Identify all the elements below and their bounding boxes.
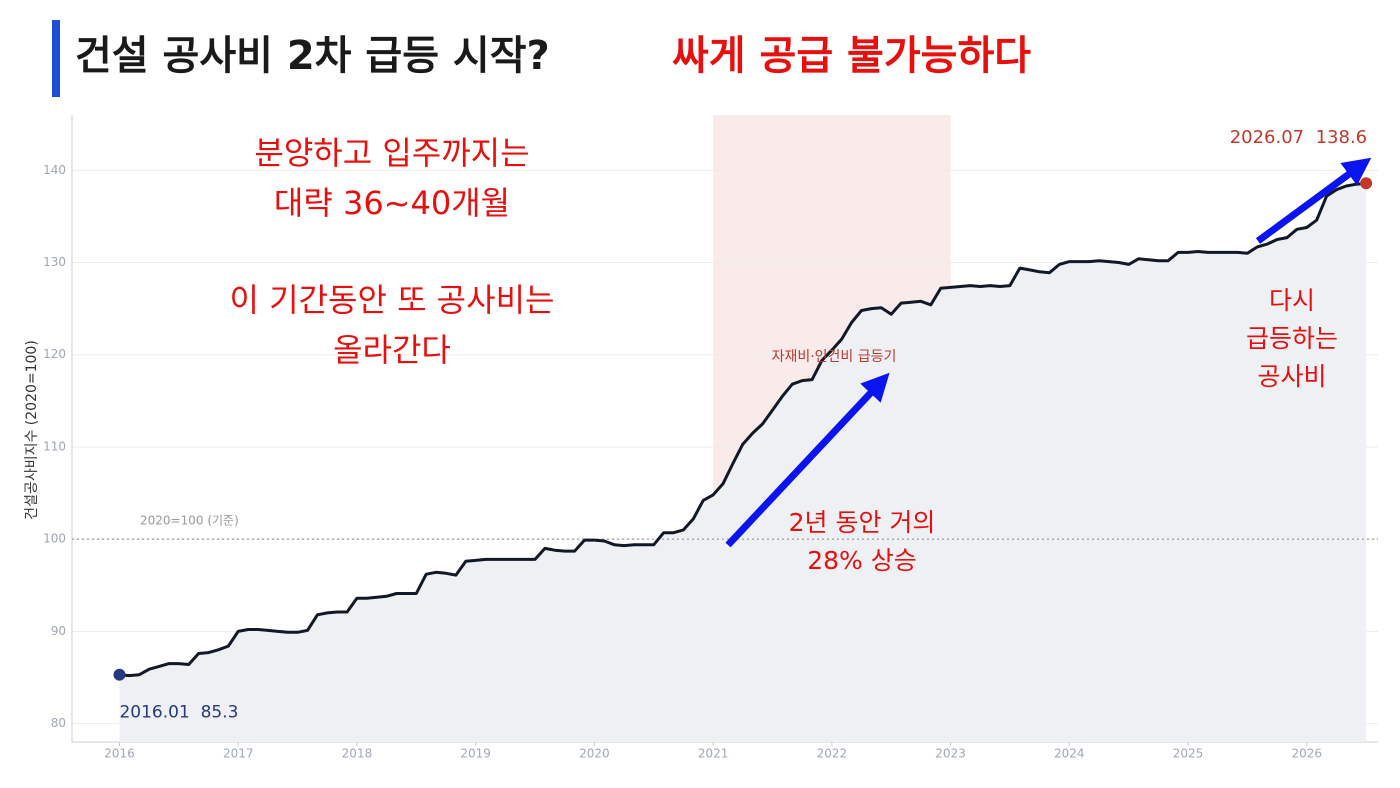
start-point [113,668,126,681]
reference-label: 2020=100 (기준) [140,514,239,528]
x-tick-label: 2022 [817,747,848,761]
chart-title: 건설 공사비 2차 급등 시작? [75,33,550,79]
y-tick-label: 110 [43,439,66,453]
annotation: 2년 동안 거의 [789,508,936,537]
annotation: 분양하고 입주까지는 [254,134,529,172]
y-tick-label: 140 [43,163,66,177]
y-tick-label: 130 [43,255,66,269]
chart-subtitle: 싸게 공급 불가능하다 [672,33,1031,79]
title-bar [52,20,60,97]
x-tick-label: 2025 [1173,747,1204,761]
y-tick-label: 120 [43,347,66,361]
start-label: 2016.01 85.3 [119,703,238,723]
annotation: 이 기간동안 또 공사비는 [230,281,555,319]
x-tick-label: 2017 [223,747,254,761]
x-tick-label: 2026 [1291,747,1322,761]
end-label: 2026.07 138.6 [1230,127,1367,148]
arrow [725,372,890,548]
x-tick-label: 2021 [698,747,729,761]
annotation: 다시 [1269,286,1315,315]
area [119,183,1367,742]
annotation: 올라간다 [333,331,451,369]
x-tick-label: 2023 [935,747,966,761]
overlay [725,157,1372,548]
annotation: 대략 36~40개월 [274,184,510,222]
annotation: 공사비 [1257,362,1326,391]
x-tick-label: 2024 [1054,747,1085,761]
annotation: 28% 상승 [807,546,917,575]
x-tick-label: 2018 [342,747,373,761]
plot: 80 90 100 110 120 130 140 2016 2017 2018 2019 2020 2… [43,115,1378,761]
annotation: 급등하는 [1246,324,1338,353]
highlight-label: 자재비·인건비 급등기 [772,349,897,365]
end-point [1360,177,1373,190]
arrow [1255,157,1372,244]
x-tick-label: 2016 [104,747,135,761]
x-tick-label: 2020 [579,747,610,761]
y-tick-label: 80 [51,716,66,730]
y-axis-label: 건설공사비지수 (2020=100) [24,340,40,520]
line [119,181,1367,678]
y-tick-label: 100 [43,532,66,546]
y-tick-label: 90 [51,624,66,638]
x-tick-label: 2019 [460,747,491,761]
